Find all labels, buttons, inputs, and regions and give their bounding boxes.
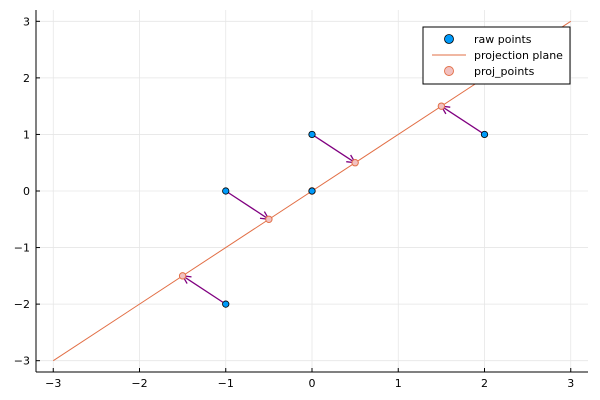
projection-arrow bbox=[311, 133, 355, 162]
raw-point bbox=[222, 300, 230, 308]
x-tick-label: 3 bbox=[567, 377, 574, 390]
raw-points-series bbox=[222, 130, 489, 308]
projection-arrow bbox=[225, 190, 269, 219]
y-tick-label: 2 bbox=[23, 72, 30, 85]
projection-arrows bbox=[183, 106, 485, 305]
y-tick-label: 3 bbox=[23, 15, 30, 28]
projection-arrow bbox=[183, 276, 227, 305]
x-tick-label: 2 bbox=[481, 377, 488, 390]
proj-point bbox=[178, 272, 187, 280]
legend-proj-points-marker bbox=[444, 66, 454, 76]
y-axis-ticks: −3 −2 −1 0 1 2 3 bbox=[14, 15, 40, 368]
x-axis-ticks: −3 −2 −1 0 1 2 3 bbox=[45, 368, 574, 390]
y-tick-label: 1 bbox=[23, 128, 30, 141]
x-tick-label: −3 bbox=[45, 377, 61, 390]
x-tick-label: 1 bbox=[395, 377, 402, 390]
raw-point bbox=[308, 187, 316, 195]
legend-raw-points-marker bbox=[444, 34, 454, 44]
legend-proj-points-label: proj_points bbox=[474, 65, 535, 78]
proj-point bbox=[265, 215, 273, 223]
y-tick-label: −2 bbox=[14, 298, 30, 311]
y-tick-label: 0 bbox=[23, 185, 30, 198]
raw-point bbox=[480, 130, 489, 139]
raw-point bbox=[308, 130, 316, 139]
x-tick-label: −2 bbox=[131, 377, 147, 390]
proj-point bbox=[351, 159, 359, 167]
y-tick-label: −3 bbox=[14, 355, 30, 368]
legend-projection-plane-label: projection plane bbox=[474, 49, 563, 62]
legend: raw points projection plane proj_points bbox=[422, 26, 571, 85]
raw-point bbox=[222, 187, 230, 195]
projection-arrow bbox=[441, 106, 485, 135]
y-tick-label: −1 bbox=[14, 242, 30, 255]
x-tick-label: −1 bbox=[218, 377, 234, 390]
legend-raw-points-label: raw points bbox=[474, 33, 532, 46]
x-tick-label: 0 bbox=[309, 377, 316, 390]
proj-point bbox=[437, 102, 446, 110]
